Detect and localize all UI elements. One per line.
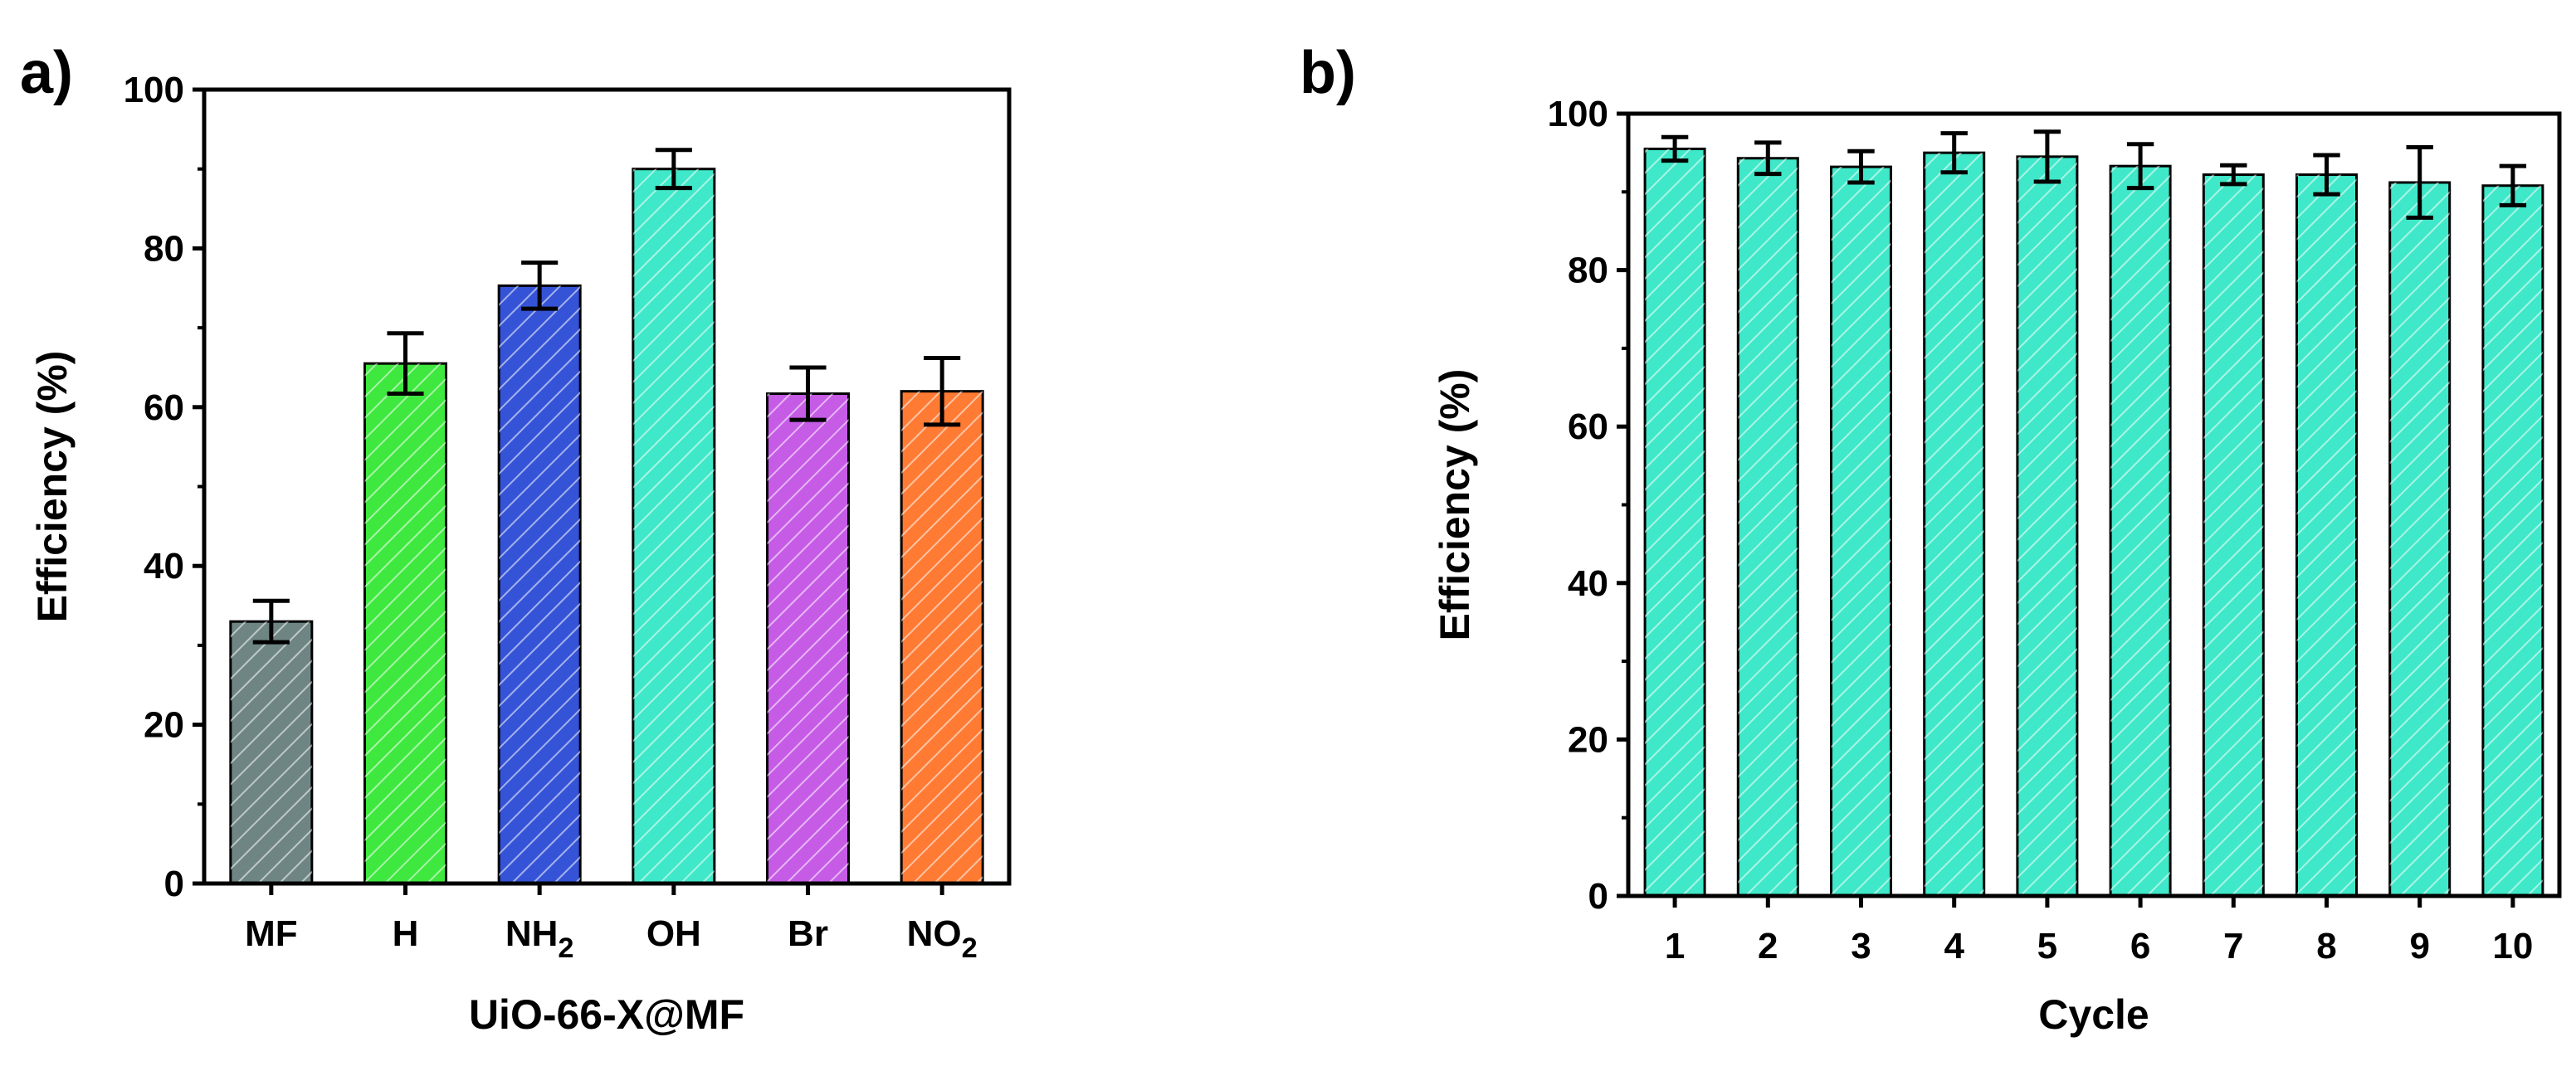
bar-hatch — [1924, 153, 1984, 896]
x-tick-label-base: 9 — [2409, 926, 2429, 966]
x-tick-label: 3 — [1851, 926, 1871, 966]
x-tick-label-base: Br — [788, 913, 828, 954]
bar-hatch — [499, 285, 581, 884]
y-tick-label: 20 — [144, 705, 184, 746]
x-tick-label-base: 6 — [2130, 926, 2150, 966]
x-tick-label: 7 — [2223, 926, 2243, 966]
x-tick-label: OH — [646, 913, 701, 954]
x-tick-label: 6 — [2130, 926, 2150, 966]
x-tick-label-base: MF — [245, 913, 298, 954]
y-tick-label-text: 20 — [1568, 719, 1608, 760]
panel-label-text: b) — [1300, 40, 1356, 106]
panel-label: a) — [20, 40, 73, 106]
bar-hatch — [2296, 174, 2357, 896]
y-tick-label-text: 60 — [144, 387, 184, 428]
x-tick-label-base: 8 — [2316, 926, 2336, 966]
y-tick-label: 40 — [1568, 563, 1608, 604]
bar-hatch — [2017, 156, 2077, 897]
y-tick-label-text: 80 — [144, 228, 184, 269]
x-tick-label-subscript: 2 — [962, 932, 978, 964]
bar-hatch — [1738, 158, 1798, 897]
bar-hatch — [1645, 148, 1705, 896]
y-tick-label-text: 80 — [1568, 251, 1608, 291]
y-axis-label-text: Efficiency (%) — [29, 351, 76, 623]
x-tick-label: H — [393, 913, 419, 954]
x-tick-label-base: 3 — [1851, 926, 1871, 966]
y-tick-label-text: 40 — [144, 546, 184, 587]
y-axis-label-text: Efficiency (%) — [1432, 369, 1478, 641]
bar-hatch — [767, 393, 849, 884]
y-tick-label: 80 — [1568, 251, 1608, 291]
bar-hatch — [632, 168, 715, 884]
y-tick-label: 0 — [164, 864, 184, 904]
x-tick-label-base: H — [393, 913, 419, 954]
x-tick-label-subscript: 2 — [558, 932, 573, 964]
x-axis-label: Cycle — [2038, 991, 2149, 1038]
x-tick-label-base: 2 — [1758, 926, 1778, 966]
panel-label-text: a) — [20, 40, 73, 106]
y-tick-label: 60 — [1568, 406, 1608, 447]
x-tick-label: 8 — [2316, 926, 2336, 966]
bar-hatch — [2389, 182, 2450, 896]
x-tick-label: 4 — [1944, 926, 1964, 966]
x-tick-label-base: NH — [505, 913, 559, 954]
y-tick-label: 100 — [124, 70, 184, 110]
x-tick-label-base: 7 — [2223, 926, 2243, 966]
y-tick-label-text: 60 — [1568, 406, 1608, 447]
y-tick-label-text: 0 — [1588, 876, 1608, 917]
y-tick-label-text: 100 — [1548, 94, 1608, 134]
x-axis-label-text: Cycle — [2038, 991, 2149, 1038]
y-tick-label-text: 0 — [164, 864, 184, 904]
bar-hatch — [901, 391, 983, 884]
bar-hatch — [2203, 174, 2264, 896]
x-tick-label: NH2 — [505, 913, 574, 964]
x-tick-label: NO2 — [907, 913, 978, 964]
panel-label: b) — [1300, 40, 1356, 106]
y-tick-label: 60 — [144, 387, 184, 428]
y-tick-label: 100 — [1548, 94, 1608, 134]
y-tick-label: 0 — [1588, 876, 1608, 917]
x-tick-label-base: 10 — [2492, 926, 2533, 966]
bar-hatch — [1831, 167, 1891, 896]
plot-frame — [202, 87, 1012, 886]
y-axis-label: Efficiency (%) — [29, 351, 76, 623]
x-tick-label: 10 — [2492, 926, 2533, 966]
bar-hatch — [230, 621, 312, 884]
bar-hatch — [2110, 166, 2171, 896]
x-tick-label: 2 — [1758, 926, 1778, 966]
x-tick-label-base: 5 — [2037, 926, 2057, 966]
y-tick-label-text: 40 — [1568, 563, 1608, 604]
x-tick-label: 9 — [2409, 926, 2429, 966]
x-tick-label: Br — [788, 913, 828, 954]
bar-hatch — [2482, 185, 2543, 897]
y-tick-label-text: 100 — [124, 70, 184, 110]
x-tick-label: MF — [245, 913, 298, 954]
x-axis-label: UiO-66-X@MF — [469, 991, 744, 1038]
bar-hatch — [364, 363, 446, 884]
y-tick-label: 20 — [1568, 719, 1608, 760]
x-tick-label-base: 4 — [1944, 926, 1964, 966]
y-tick-label: 40 — [144, 546, 184, 587]
x-tick-label-base: 1 — [1665, 926, 1685, 966]
y-axis-label: Efficiency (%) — [1432, 369, 1478, 641]
x-tick-label-base: OH — [646, 913, 701, 954]
x-tick-label: 5 — [2037, 926, 2057, 966]
x-tick-label-base: NO — [907, 913, 962, 954]
y-tick-label: 80 — [144, 228, 184, 269]
y-tick-label-text: 20 — [144, 705, 184, 746]
x-tick-label: 1 — [1665, 926, 1685, 966]
chart-panel-b: b) 0 20 40 60 80 100 1 2 3 4 5 6 7 8 9 10 Cycle Efficiency… — [1300, 40, 2562, 1038]
x-axis-label-text: UiO-66-X@MF — [469, 991, 744, 1038]
